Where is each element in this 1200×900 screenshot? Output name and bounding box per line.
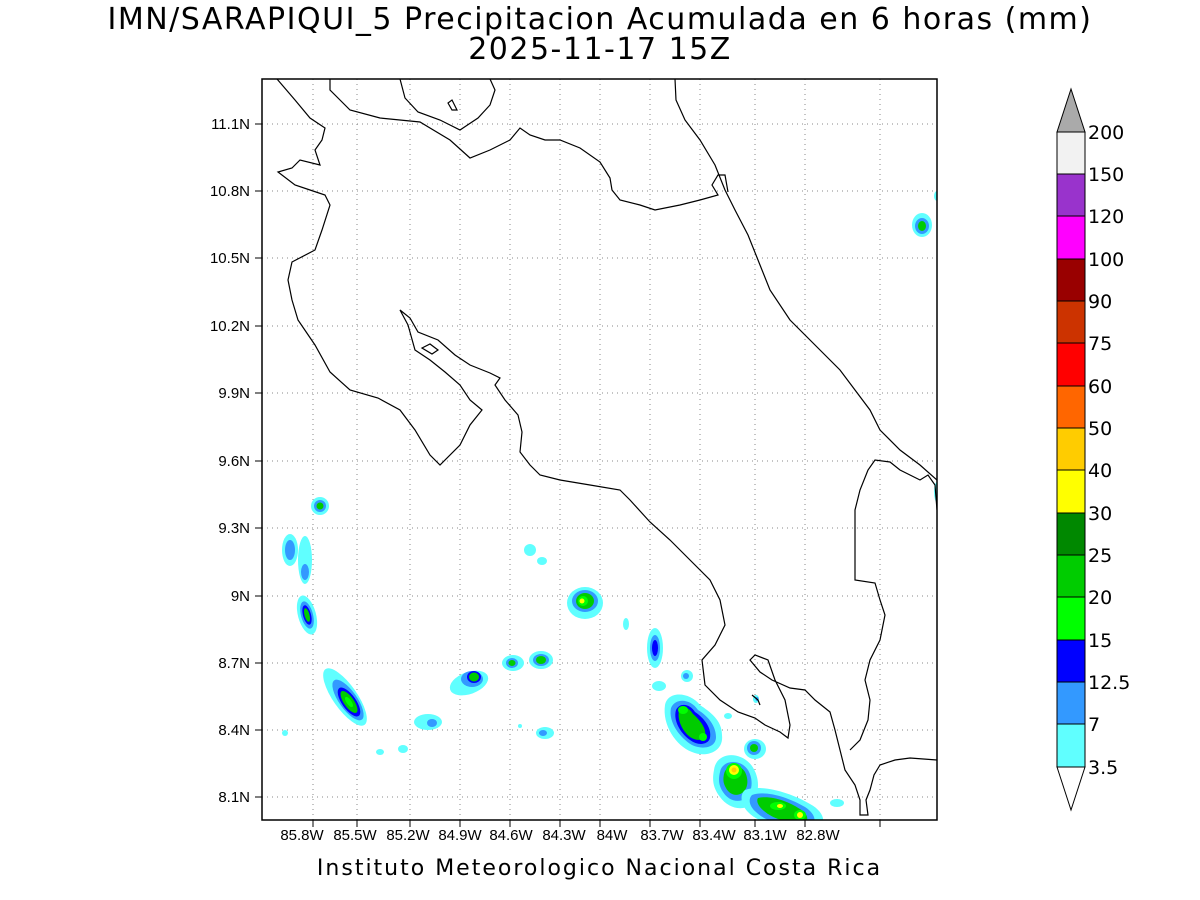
rain-cell — [282, 534, 312, 584]
rain-cell — [741, 787, 824, 820]
rain-cell — [713, 755, 758, 809]
lon-label: 83.1W — [743, 827, 787, 844]
rain-cell — [311, 497, 329, 515]
gridlines — [262, 79, 937, 820]
rain-cell — [323, 668, 367, 726]
chart-title: IMN/SARAPIQUI_5 Precipitacion Acumulada … — [107, 2, 1093, 37]
lat-label: 10.2N — [210, 318, 250, 335]
lat-label: 11.1N — [211, 116, 250, 133]
colorbar-label: 40 — [1088, 460, 1112, 482]
lon-label: 84.6W — [489, 827, 533, 844]
lon-label: 83.7W — [640, 827, 684, 844]
colorbar-label: 200 — [1088, 122, 1124, 144]
precipitation-field — [282, 191, 937, 820]
colorbar-label: 12.5 — [1088, 672, 1130, 694]
lat-label: 8.7N — [218, 655, 250, 672]
lon-label: 82.8W — [796, 827, 840, 844]
colorbar-label: 120 — [1088, 206, 1124, 228]
colorbar — [1056, 87, 1086, 812]
lat-label: 9.3N — [218, 520, 250, 537]
lon-axis — [312, 820, 881, 827]
colorbar-label: 150 — [1088, 164, 1124, 186]
lat-label: 8.1N — [218, 789, 250, 806]
colorbar-label: 7 — [1088, 714, 1100, 736]
lat-label: 8.4N — [218, 722, 250, 739]
colorbar-label: 50 — [1088, 418, 1112, 440]
colorbar-label: 90 — [1088, 291, 1112, 313]
rain-cell — [647, 628, 663, 668]
lat-label: 10.8N — [210, 183, 250, 200]
rain-cell — [912, 213, 932, 237]
rain-cell — [664, 694, 723, 755]
rain-cell — [529, 651, 553, 669]
colorbar-label: 60 — [1088, 376, 1112, 398]
lat-axis — [255, 123, 262, 798]
rain-cell — [744, 739, 766, 759]
lon-label: 85.8W — [280, 827, 324, 844]
colorbar-label: 75 — [1088, 333, 1112, 355]
rain-cell — [414, 714, 442, 730]
lon-label: 84.9W — [438, 827, 482, 844]
lat-label: 9N — [231, 588, 250, 605]
colorbar-label: 20 — [1088, 587, 1112, 609]
colorbar-label: 15 — [1088, 630, 1112, 652]
credit-text: Instituto Meteorologico Nacional Costa R… — [316, 856, 883, 881]
colorbar-label: 3.5 — [1088, 757, 1118, 779]
chart-subtitle: 2025-11-17 15Z — [468, 32, 732, 67]
lon-label: 84W — [597, 827, 629, 844]
colorbar-label: 100 — [1088, 249, 1124, 271]
lon-label: 83.4W — [692, 827, 736, 844]
lon-label: 84.3W — [542, 827, 586, 844]
lon-label: 85.5W — [333, 827, 377, 844]
rain-cell — [296, 595, 318, 635]
lon-label: 85.2W — [386, 827, 430, 844]
lat-label: 10.5N — [210, 250, 250, 267]
rain-cell — [567, 587, 603, 619]
colorbar-label: 30 — [1088, 503, 1112, 525]
lat-label: 9.6N — [218, 453, 250, 470]
rain-cell — [502, 655, 524, 671]
rain-cell — [449, 670, 489, 696]
colorbar-label: 25 — [1088, 545, 1112, 567]
lat-label: 9.9N — [218, 385, 250, 402]
coastlines — [276, 79, 937, 816]
